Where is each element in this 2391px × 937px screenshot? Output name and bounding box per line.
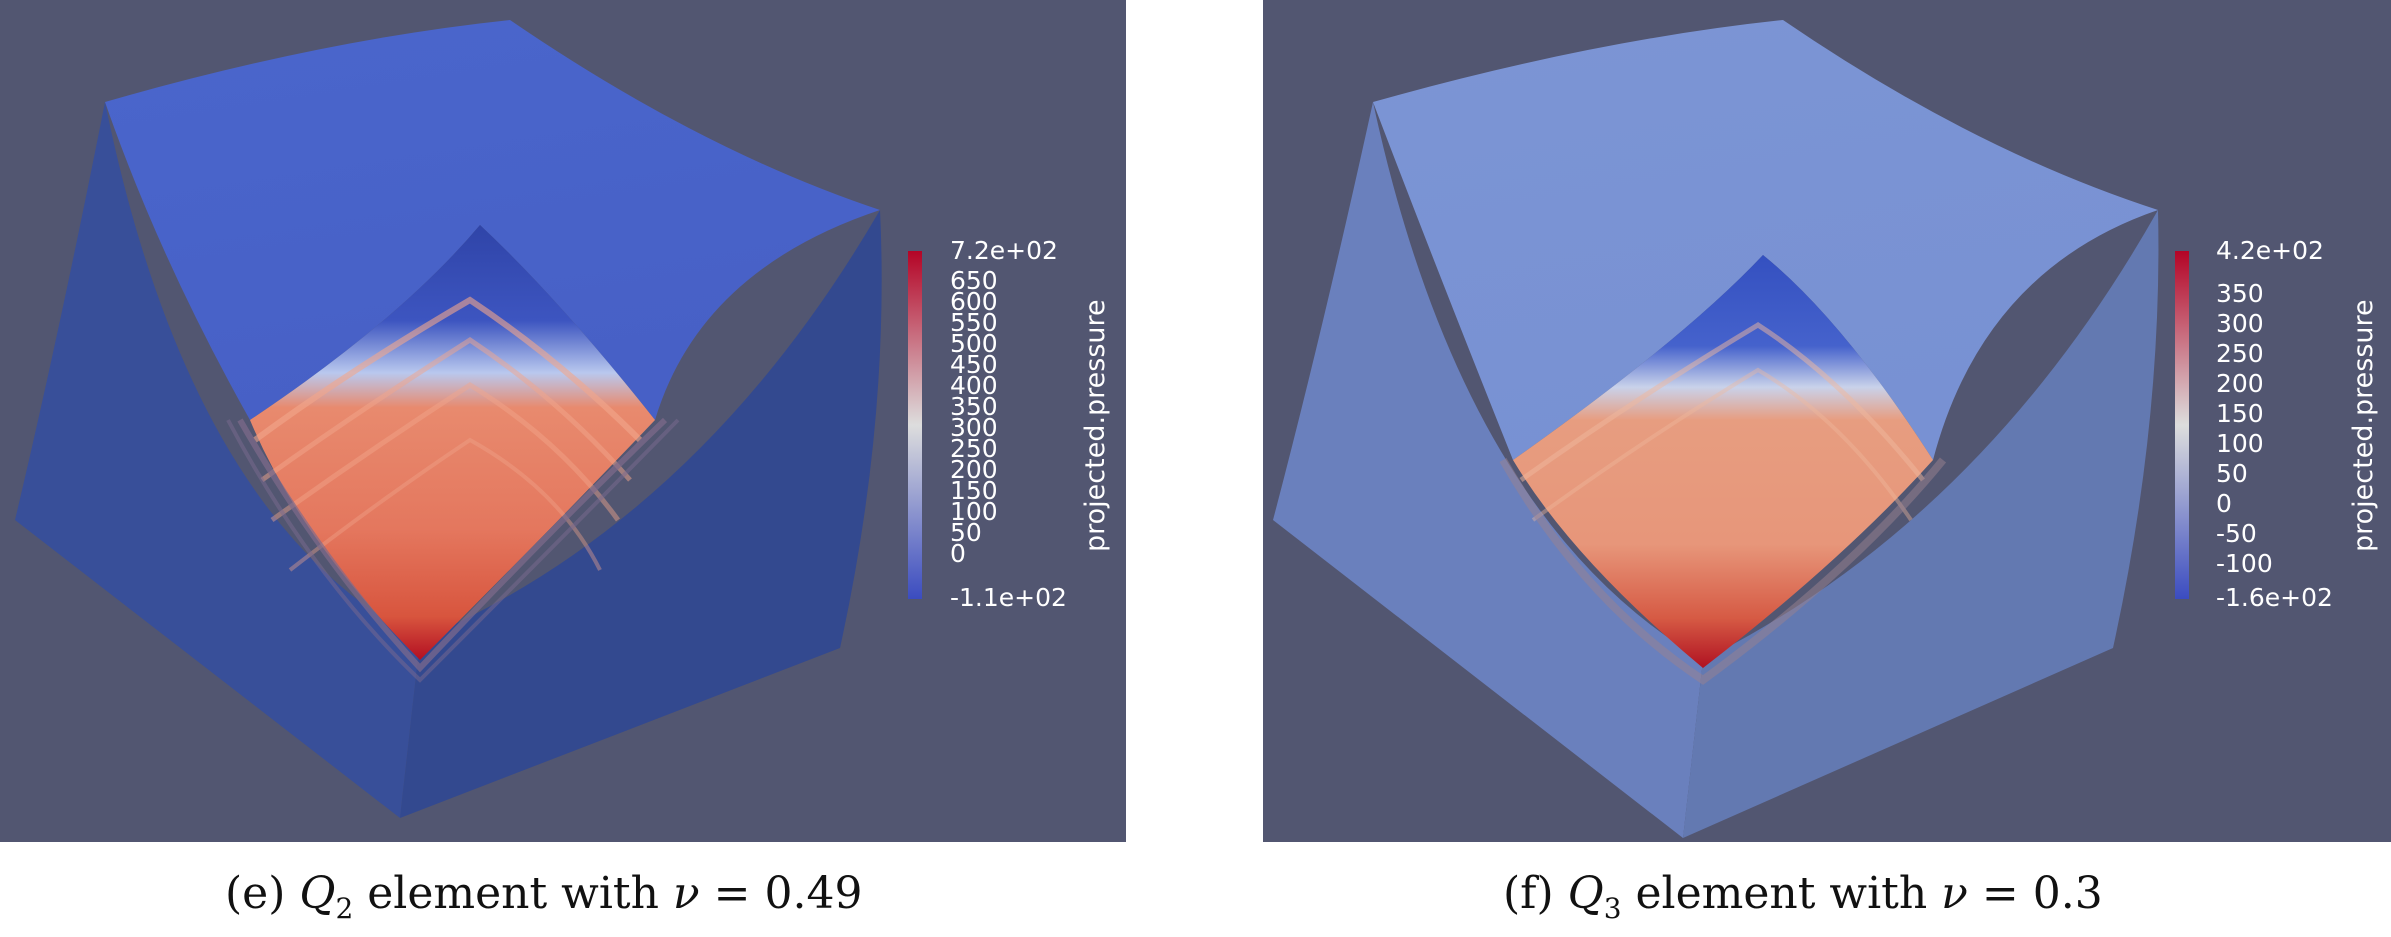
pressure-bowl [250,225,655,660]
colorbar-tick-label: 550 [950,308,998,338]
colorbar-tick-label: 150 [950,475,998,505]
colorbar-tick-label: 250 [2216,339,2264,368]
cube-right-face [1683,210,2159,838]
caption-f: (f) Q3 element with ν = 0.3 [1503,868,2103,925]
colorbar-tick-label: -100 [2216,549,2273,578]
colorbar-tick-label: 600 [950,287,998,317]
colorbar-tick-label: 100 [950,496,998,526]
colorbar-tick-label: 300 [2216,309,2264,338]
colorbar-tick-label: 350 [950,392,998,422]
cube-left-face [1273,102,1703,838]
colorbar-tick-label: 150 [2216,399,2264,428]
colorbar-tick-label: 650 [950,266,998,296]
colorbar-tick-label: 200 [2216,369,2264,398]
colorbar-max-label: 7.2e+02 [950,236,1058,265]
colorbar-tick-label: 350 [2216,279,2264,308]
colorbar-tick-label: -50 [2216,519,2257,548]
pressure-bowl [1513,255,1933,668]
cube-render-f [1273,20,2189,838]
colorbar-min-label: -1.1e+02 [950,583,1067,612]
colorbar-tick-label: 450 [950,350,998,380]
colorbar-tick-label: 200 [950,455,998,485]
colorbar-f [2175,251,2189,599]
colorbar-min-label: -1.6e+02 [2216,583,2333,612]
caption-e: (e) Q2 element with ν = 0.49 [225,868,863,925]
colorbar-tick-label: 300 [950,413,998,443]
colorbar-tick-label: 0 [950,538,966,568]
colorbar-tick-label: 250 [950,434,998,464]
render-panel-e: 7.2e+02 -1.1e+02 650 600 550 500 450 400 350 30… [0,0,1126,842]
colorbar-tick-label: 100 [2216,429,2264,458]
colorbar-tick-label: 0 [2216,489,2232,518]
cube-top-face [1373,20,2158,460]
cube-render-e [15,20,922,818]
cube-left-face [15,102,420,818]
render-panel-f: 4.2e+02 -1.6e+02 350 300 250 200 150 100 50 0 -5… [1263,0,2391,842]
cube-right-face [400,210,882,818]
colorbar-tick-label: 50 [2216,459,2248,488]
colorbar-tick-label: 50 [950,517,982,547]
colorbar-title: projected.pressure [1080,299,1111,552]
cube-top-face [105,20,880,420]
colorbar-e [908,251,922,599]
colorbar-max-label: 4.2e+02 [2216,236,2324,265]
colorbar-title: projected.pressure [2348,299,2379,552]
colorbar-tick-label: 500 [950,329,998,359]
colorbar-tick-label: 400 [950,371,998,401]
